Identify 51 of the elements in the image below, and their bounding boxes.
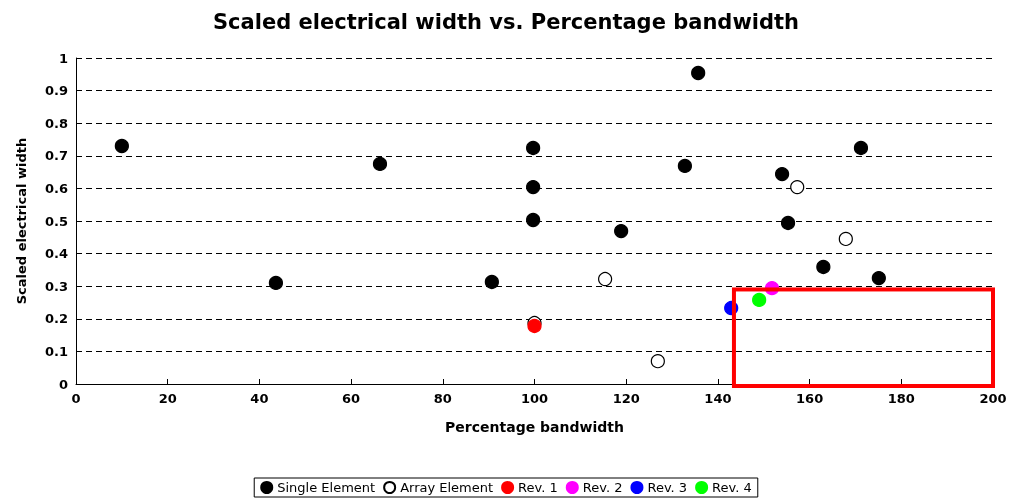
point — [677, 158, 692, 173]
point — [853, 140, 869, 156]
point — [526, 140, 541, 156]
point — [526, 212, 541, 228]
y-tick-label: 0 — [58, 376, 68, 392]
y-tick-label: 0.4 — [44, 246, 68, 262]
x-tick-label: 0 — [71, 391, 81, 406]
x-tick-label: 160 — [796, 391, 824, 406]
point — [372, 156, 388, 172]
point — [598, 271, 613, 287]
y-tick-label: 0.8 — [44, 115, 68, 131]
point — [691, 65, 706, 81]
y-tick-label: 0.1 — [44, 343, 68, 359]
point — [775, 166, 790, 182]
point — [838, 231, 853, 247]
x-tick-label: 180 — [887, 391, 915, 406]
point — [614, 224, 629, 239]
legend-label: Rev. 1 — [518, 480, 558, 495]
point — [816, 259, 831, 275]
y-tick-label: 0.3 — [44, 278, 68, 294]
x-tick-label: 20 — [158, 391, 177, 406]
y-tick-label: 1 — [58, 50, 68, 66]
point — [484, 274, 499, 290]
point — [268, 275, 284, 291]
x-tick-label: 100 — [520, 391, 549, 406]
point — [790, 180, 805, 195]
x-tick-label: 200 — [979, 391, 1007, 406]
x-tick-label: 120 — [612, 391, 640, 406]
legend-label: Array Element — [400, 480, 494, 495]
point — [780, 215, 796, 231]
legend-label: Rev. 4 — [712, 480, 752, 495]
legend-label: Rev. 2 — [582, 480, 623, 495]
legend-label: Rev. 3 — [647, 480, 688, 495]
chart-title: Scaled electrical width vs. Percentage bandwidth — [212, 9, 800, 34]
y-tick-label: 0.6 — [44, 180, 68, 196]
y-tick-label: 0.7 — [44, 148, 68, 164]
point — [526, 180, 541, 195]
y-axis-title: Scaled electrical width — [14, 137, 29, 305]
x-axis-title: Percentage bandwidth — [445, 419, 624, 435]
x-tick-label: 60 — [342, 391, 361, 406]
point — [752, 292, 767, 307]
x-tick-label: 80 — [433, 391, 452, 406]
point — [871, 270, 886, 286]
x-tick-label: 40 — [250, 391, 269, 406]
point — [114, 138, 129, 154]
legend-label: Single Element — [277, 480, 376, 495]
x-tick-label: 140 — [704, 391, 732, 406]
y-tick-label: 0.2 — [44, 311, 68, 327]
y-tick-label: 0.9 — [44, 83, 68, 99]
y-tick-label: 0.5 — [44, 213, 68, 229]
point — [650, 354, 665, 369]
